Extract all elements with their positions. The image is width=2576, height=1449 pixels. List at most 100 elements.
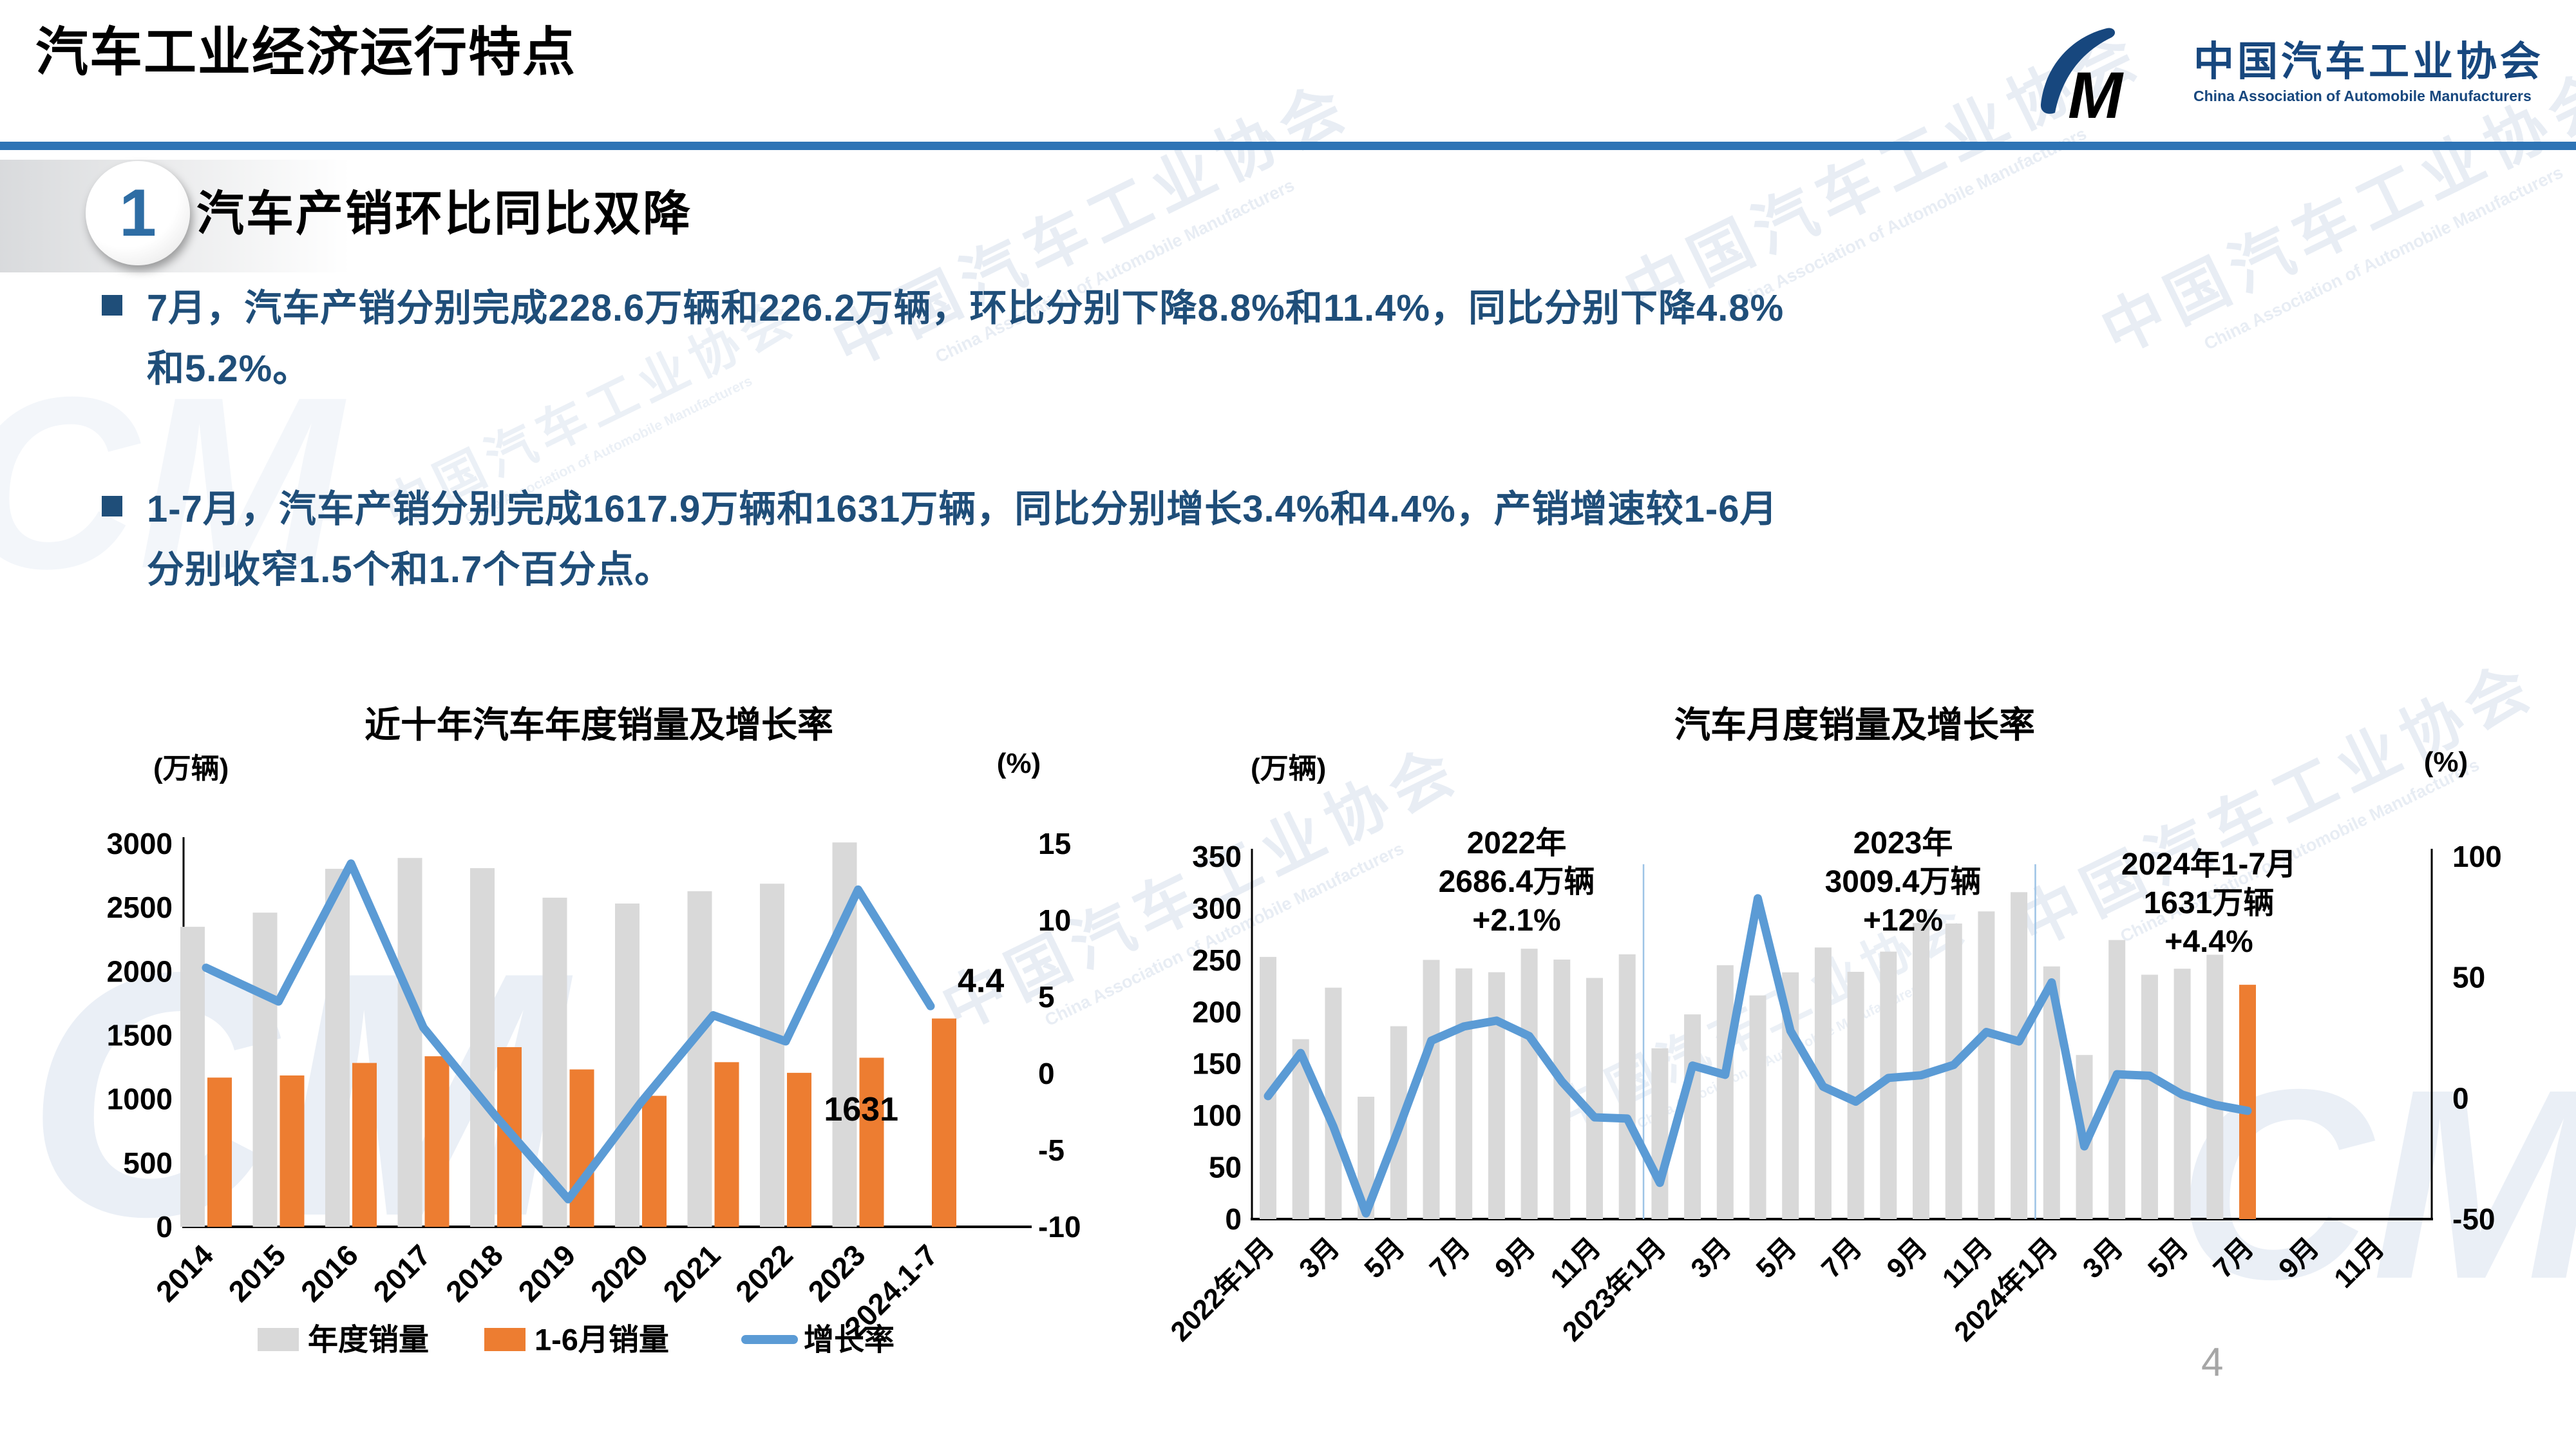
bullet-marker-icon [102, 496, 122, 516]
half-year-sales-bar [352, 1063, 377, 1227]
x-tick-label: 7月 [2208, 1232, 2260, 1284]
year-annotation: 1631万辆 [2144, 886, 2275, 920]
section-title: 汽车产销环比同比双降 [196, 187, 692, 240]
annual-sales-bar [615, 903, 639, 1227]
x-tick-label: 7月 [1424, 1232, 1476, 1284]
left-tick-label: 50 [1209, 1151, 1242, 1184]
bullet-text: 1-7月，汽车产销分别完成1617.9万辆和1631万辆，同比分别增长3.4%和… [147, 488, 1778, 591]
x-tick-label: 2020 [584, 1238, 654, 1308]
x-tick-label: 2019 [511, 1238, 582, 1308]
left-tick-label: 300 [1192, 891, 1242, 925]
monthly-sales-bar [1586, 978, 1603, 1219]
year-annotation: 3009.4万辆 [1825, 865, 1982, 899]
caam-logo: M 中国汽车工业协会 China Association of Automobi… [2031, 24, 2544, 121]
x-tick-label: 7月 [1815, 1232, 1868, 1284]
half-year-sales-bar [279, 1075, 305, 1227]
bullet-marker-icon [102, 295, 122, 316]
half-year-sales-bar [642, 1095, 667, 1227]
logo-en-text: China Association of Automobile Manufact… [2193, 87, 2532, 104]
left-tick-label: 150 [1192, 1047, 1242, 1081]
monthly-sales-bar [1423, 960, 1440, 1219]
right-tick-label: 50 [2452, 961, 2485, 994]
right-tick-label: 5 [1038, 980, 1055, 1014]
monthly-sales-bar [1618, 954, 1636, 1219]
x-tick-label: 2022 [729, 1238, 799, 1308]
x-tick-label: 2015 [222, 1238, 292, 1308]
year-annotation: 2686.4万辆 [1439, 865, 1595, 899]
growth-rate-line [202, 859, 935, 1204]
x-tick-label: 5月 [1359, 1232, 1411, 1284]
x-tick-label: 11月 [2328, 1232, 2390, 1294]
year-annotation: +2.1% [1472, 904, 1560, 938]
x-tick-label: 9月 [1489, 1232, 1541, 1284]
right-tick-label: 0 [2452, 1081, 2469, 1115]
section-badge-backdrop [0, 160, 412, 272]
annual-sales-bar [180, 927, 205, 1227]
annual-sales-bar [687, 891, 712, 1227]
x-tick-label: 9月 [2273, 1232, 2325, 1284]
left-tick-label: 250 [1192, 943, 1242, 977]
left-tick-label: 200 [1192, 995, 1242, 1028]
left-tick-label: 100 [1192, 1099, 1242, 1132]
right-tick-label: -5 [1038, 1133, 1065, 1167]
legend-swatch-annual [258, 1328, 299, 1351]
annual-sales-bar [325, 869, 350, 1227]
section-number: 1 [119, 175, 156, 251]
monthly-sales-bar [2011, 892, 2028, 1219]
right-tick-label: 0 [1038, 1057, 1055, 1090]
half-year-sales-bar [569, 1069, 594, 1227]
svg-text:M: M [2068, 59, 2124, 121]
annual-sales-bar [760, 884, 784, 1227]
left-tick-label: 1000 [107, 1083, 173, 1116]
year-annotation: 2023年 [1853, 826, 1953, 860]
legend-label: 年度销量 [308, 1323, 429, 1357]
legend-label: 增长率 [804, 1323, 895, 1357]
left-tick-label: 2000 [107, 954, 173, 988]
monthly-sales-bar [1488, 972, 1505, 1219]
logo-cn-text: 中国汽车工业协会 [2193, 39, 2544, 85]
x-tick-label: 2022年1月 [1165, 1232, 1280, 1347]
page-number: 4 [2201, 1340, 2224, 1385]
monthly-sales-bar [1684, 1014, 1701, 1219]
right-tick-label: -10 [1038, 1210, 1081, 1244]
page-title: 汽车工业经济运行特点 [35, 23, 577, 82]
x-tick-label: 9月 [1881, 1232, 1933, 1284]
legend-swatch-half-year [484, 1328, 526, 1351]
half-year-sales-bar [424, 1056, 450, 1227]
right-axis-unit: (%) [997, 748, 1041, 779]
monthly-sales-bar [1716, 965, 1734, 1219]
x-tick-label: 3月 [2077, 1232, 2129, 1284]
year-annotation: +12% [1863, 904, 1943, 938]
left-tick-label: 0 [156, 1210, 173, 1244]
year-annotation: +4.4% [2164, 925, 2253, 959]
right-tick-label: 10 [1038, 904, 1071, 937]
monthly-sales-bar [1325, 987, 1342, 1219]
left-tick-label: 500 [123, 1146, 173, 1180]
monthly-sales-bar [2206, 954, 2224, 1219]
half-year-sales-bar [714, 1062, 739, 1227]
half-year-sales-bar [932, 1018, 956, 1227]
left-tick-label: 3000 [107, 827, 173, 860]
x-tick-label: 2017 [366, 1238, 437, 1308]
annual-sales-bar [252, 913, 278, 1227]
x-tick-label: 3月 [1685, 1232, 1738, 1284]
left-axis-unit: (万辆) [1251, 753, 1326, 784]
half-year-sales-bar [859, 1057, 884, 1227]
annual-sales-bar [470, 868, 495, 1227]
callout-last-growth: 4.4 [958, 962, 1004, 999]
x-tick-label: 5月 [1750, 1232, 1803, 1284]
growth-rate-line [1264, 894, 2252, 1218]
right-tick-label: 15 [1038, 827, 1071, 860]
callout-last-bar: 1631 [824, 1091, 898, 1128]
annual-sales-chart: 近十年汽车年度销量及增长率 (万辆) (%) 0 500 1000 1500 2000 2500… [107, 705, 1081, 1357]
left-axis-unit: (万辆) [153, 753, 229, 784]
x-tick-label: 2016 [294, 1238, 365, 1308]
x-tick-label: 5月 [2142, 1232, 2194, 1284]
monthly-sales-bar [1749, 995, 1766, 1219]
chart-title: 近十年汽车年度销量及增长率 [365, 705, 833, 745]
right-axis-unit: (%) [2424, 746, 2468, 778]
bullet-item: 1-7月，汽车产销分别完成1617.9万辆和1631万辆，同比分别增长3.4%和… [102, 479, 2497, 600]
monthly-sales-bar [1520, 949, 1538, 1219]
section-number-badge: 1 [86, 161, 190, 265]
